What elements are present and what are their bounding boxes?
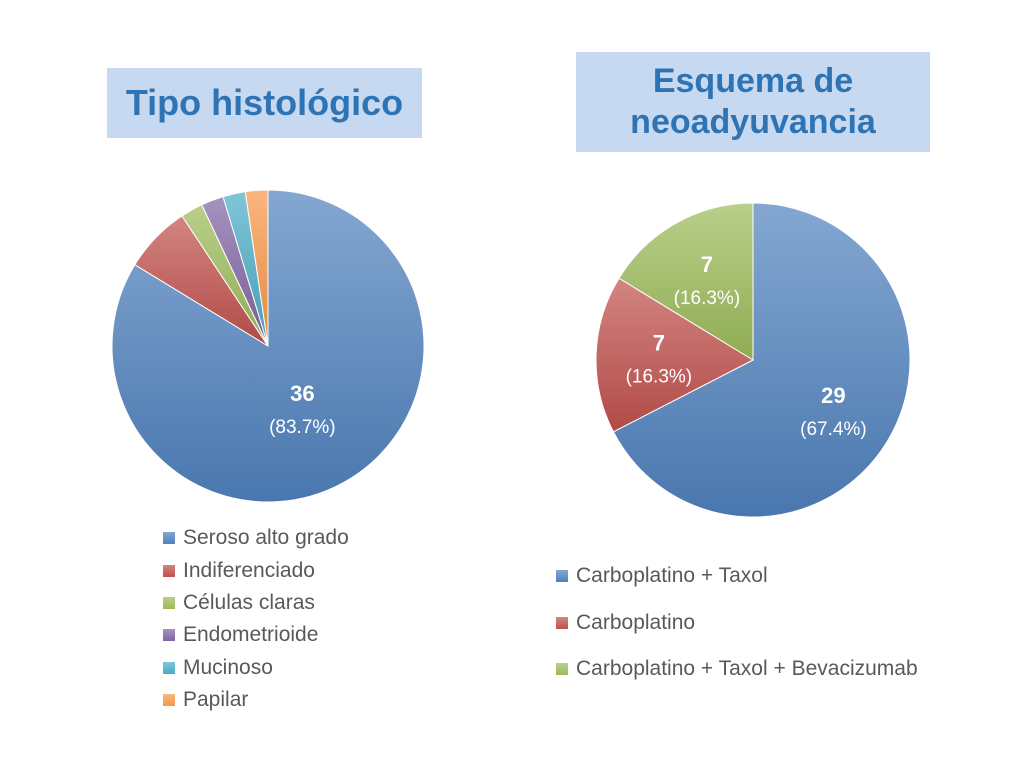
legend-swatch	[163, 564, 175, 577]
chart-title-line1: Esquema de	[652, 62, 854, 101]
legend-swatch	[163, 596, 175, 609]
legend-item-indiferenciado: Indiferenciado	[163, 554, 349, 586]
data-label-percent-carboplatino: (16.3%)	[626, 367, 693, 388]
legend-swatch	[163, 694, 175, 707]
legend-item-endometrioide: Endometrioide	[163, 619, 349, 651]
legend-swatch	[163, 629, 175, 642]
legend-label: Indiferenciado	[183, 558, 315, 582]
chart-title-line2: neoadyuvancia	[630, 103, 876, 141]
legend-swatch	[163, 532, 175, 545]
data-label-percent-seroso-alto-grado: (83.7%)	[269, 417, 336, 438]
chart-title-esquema-neoadyuvancia: Esquema de neoadyuvancia	[576, 52, 930, 152]
data-label-value-carboplatino: 7	[653, 331, 665, 356]
legend-item-carboplatino: Carboplatino	[556, 600, 918, 647]
legend-swatch	[556, 570, 568, 583]
pie-slice-carboplatino-taxol	[612, 202, 911, 518]
pie-slice-carboplatino	[595, 277, 755, 433]
legend-item-celulas-claras: Células claras	[163, 587, 349, 619]
chart-title-tipo-histologico: Tipo histológico	[107, 68, 422, 138]
legend-label: Carboplatino	[576, 610, 696, 634]
legend-label: Carboplatino + Taxol + Bevacizumab	[576, 657, 918, 681]
legend-tipo-histologico: Seroso alto grado Indiferenciado Células c…	[163, 522, 349, 716]
legend-swatch	[163, 661, 175, 674]
legend-esquema-neoadyuvancia: Carboplatino + Taxol Carboplatino Carbopla…	[556, 553, 918, 693]
pie-slice-carboplatino-taxol-bevacizumab	[618, 202, 754, 361]
data-label-value-carboplatino-taxol-bevacizumab: 7	[701, 252, 713, 277]
legend-item-papilar: Papilar	[163, 684, 349, 716]
legend-label: Mucinoso	[183, 655, 273, 679]
legend-label: Carboplatino + Taxol	[576, 564, 768, 588]
legend-swatch	[556, 663, 568, 676]
pie-slice-papilar	[244, 189, 269, 347]
data-label-percent-carboplatino-taxol: (67.4%)	[800, 419, 867, 440]
data-label-percent-carboplatino-taxol-bevacizumab: (16.3%)	[674, 288, 741, 309]
legend-swatch	[556, 616, 568, 629]
legend-label: Endometrioide	[183, 623, 319, 647]
legend-label: Seroso alto grado	[183, 526, 349, 550]
legend-item-carboplatino-taxol: Carboplatino + Taxol	[556, 553, 918, 600]
legend-label: Células claras	[183, 590, 315, 614]
legend-item-seroso-alto-grado: Seroso alto grado	[163, 522, 349, 554]
legend-label: Papilar	[183, 688, 249, 712]
legend-item-carboplatino-taxol-bevacizumab: Carboplatino + Taxol + Bevacizumab	[556, 646, 918, 693]
data-label-value-seroso-alto-grado: 36	[290, 381, 314, 406]
data-label-value-carboplatino-taxol: 29	[821, 383, 845, 408]
legend-item-mucinoso: Mucinoso	[163, 652, 349, 684]
